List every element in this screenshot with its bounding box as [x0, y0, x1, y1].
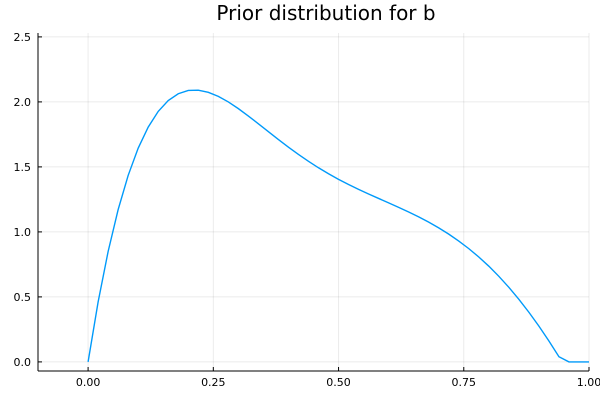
x-tick-label: 1.00: [577, 376, 600, 389]
y-tick-label: 0.5: [14, 291, 32, 304]
series-line: [87, 89, 589, 363]
series-layer: [87, 89, 589, 363]
x-tick-label: 0.00: [76, 376, 101, 389]
chart-title: Prior distribution for b: [216, 1, 435, 25]
x-tick-label: 0.75: [452, 376, 477, 389]
x-tick-label: 0.25: [201, 376, 226, 389]
y-tick-label: 1.5: [14, 161, 32, 174]
grid: [38, 33, 590, 371]
y-tick-label: 2.5: [14, 31, 32, 44]
y-tick-label: 1.0: [14, 226, 32, 239]
axes: 0.00 0.25 0.50 0.75 1.00 0.0 0.5 1.0 1.5 2.0 2.5: [14, 31, 600, 389]
x-tick-label: 0.50: [326, 376, 351, 389]
y-tick-label: 0.0: [14, 356, 32, 369]
y-tick-label: 2.0: [14, 96, 32, 109]
